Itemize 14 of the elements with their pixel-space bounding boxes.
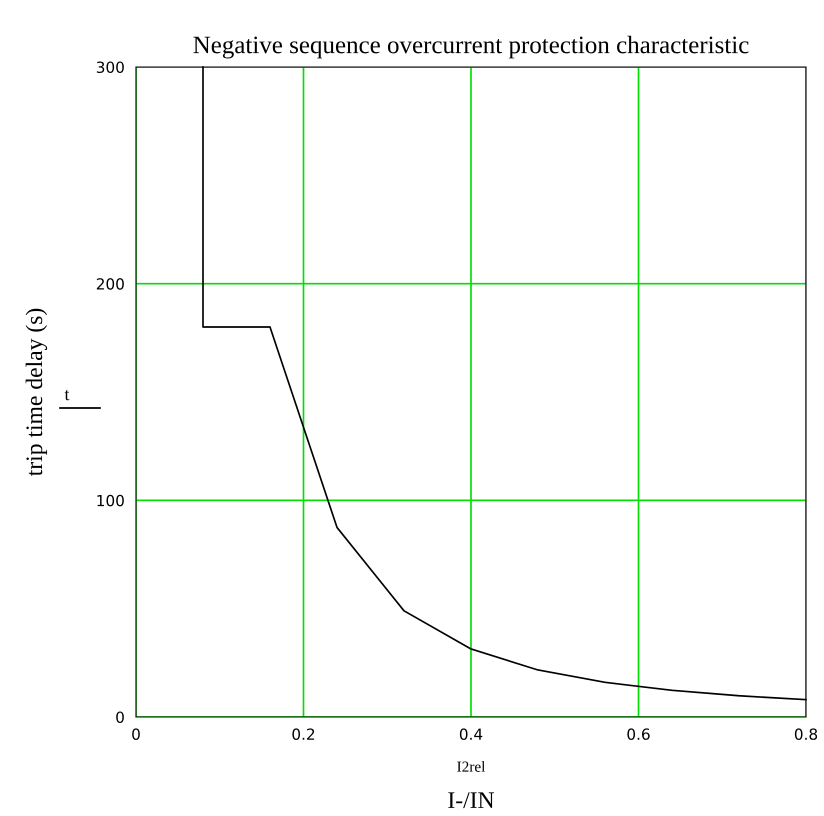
x-tick-label: 0.4 — [460, 728, 482, 740]
y-tick-label: 0 — [116, 711, 124, 724]
x-tick-label: 0.8 — [794, 728, 818, 740]
y-tick-label: 300 — [96, 61, 124, 74]
chart-title: Negative sequence overcurrent protection characteristic — [193, 36, 749, 59]
y-axis-title: trip time delay (s) — [26, 308, 48, 476]
text: t — [64, 390, 70, 400]
x-tick-label: 0.2 — [292, 728, 314, 740]
text: I2rel — [457, 761, 486, 772]
y-tick-label: 200 — [96, 278, 124, 290]
x-tick-label: 0 — [132, 728, 140, 740]
y-tick-label: 100 — [97, 494, 124, 506]
x-tick-label: 0.6 — [627, 728, 650, 740]
x-axis-title: I-/IN — [448, 792, 494, 808]
